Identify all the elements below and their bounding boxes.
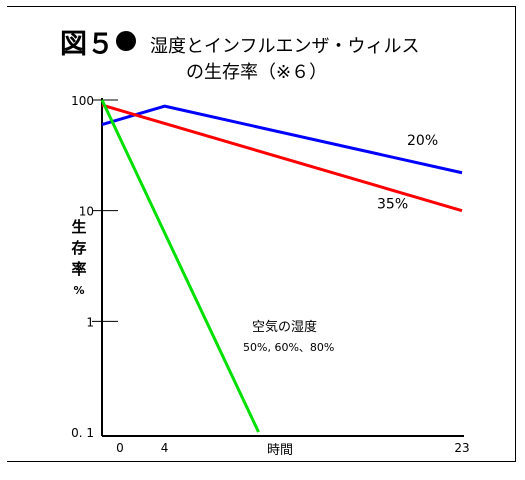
frame-bottom-line (7, 461, 516, 462)
series-line-2 (100, 99, 260, 433)
y-tick-label: 10 (79, 205, 94, 219)
bullet-icon (116, 31, 136, 51)
y-axis-unit: % (73, 284, 85, 297)
y-tick-label: 100 (71, 94, 94, 108)
x-tick-label: 23 (454, 441, 469, 455)
x-tick-label: 4 (161, 441, 169, 455)
figure-number: 図５ (60, 22, 136, 61)
x-tick-label: 0 (116, 441, 124, 455)
x-axis-label: 時間 (267, 443, 293, 458)
annotation-values: 50%, 60%、80% (243, 341, 334, 354)
annotation-title: 空気の湿度 (252, 319, 317, 335)
y-axis-label-text: 生存率 (71, 218, 87, 278)
chart-title-line2: の生存率（※６） (186, 62, 328, 83)
y-axis-label: 生存率 % (69, 217, 89, 301)
series-line-0 (101, 104, 463, 175)
y-tick-label: 1 (86, 315, 94, 329)
chart-title-line1: 湿度とインフルエンザ・ウィルス (150, 36, 420, 57)
outer-frame (7, 6, 516, 462)
series-label-1: 35% (377, 197, 408, 213)
y-tick-label: 0. 1 (71, 426, 94, 440)
series-label-0: 20% (407, 133, 438, 149)
series-line-1 (101, 103, 463, 213)
